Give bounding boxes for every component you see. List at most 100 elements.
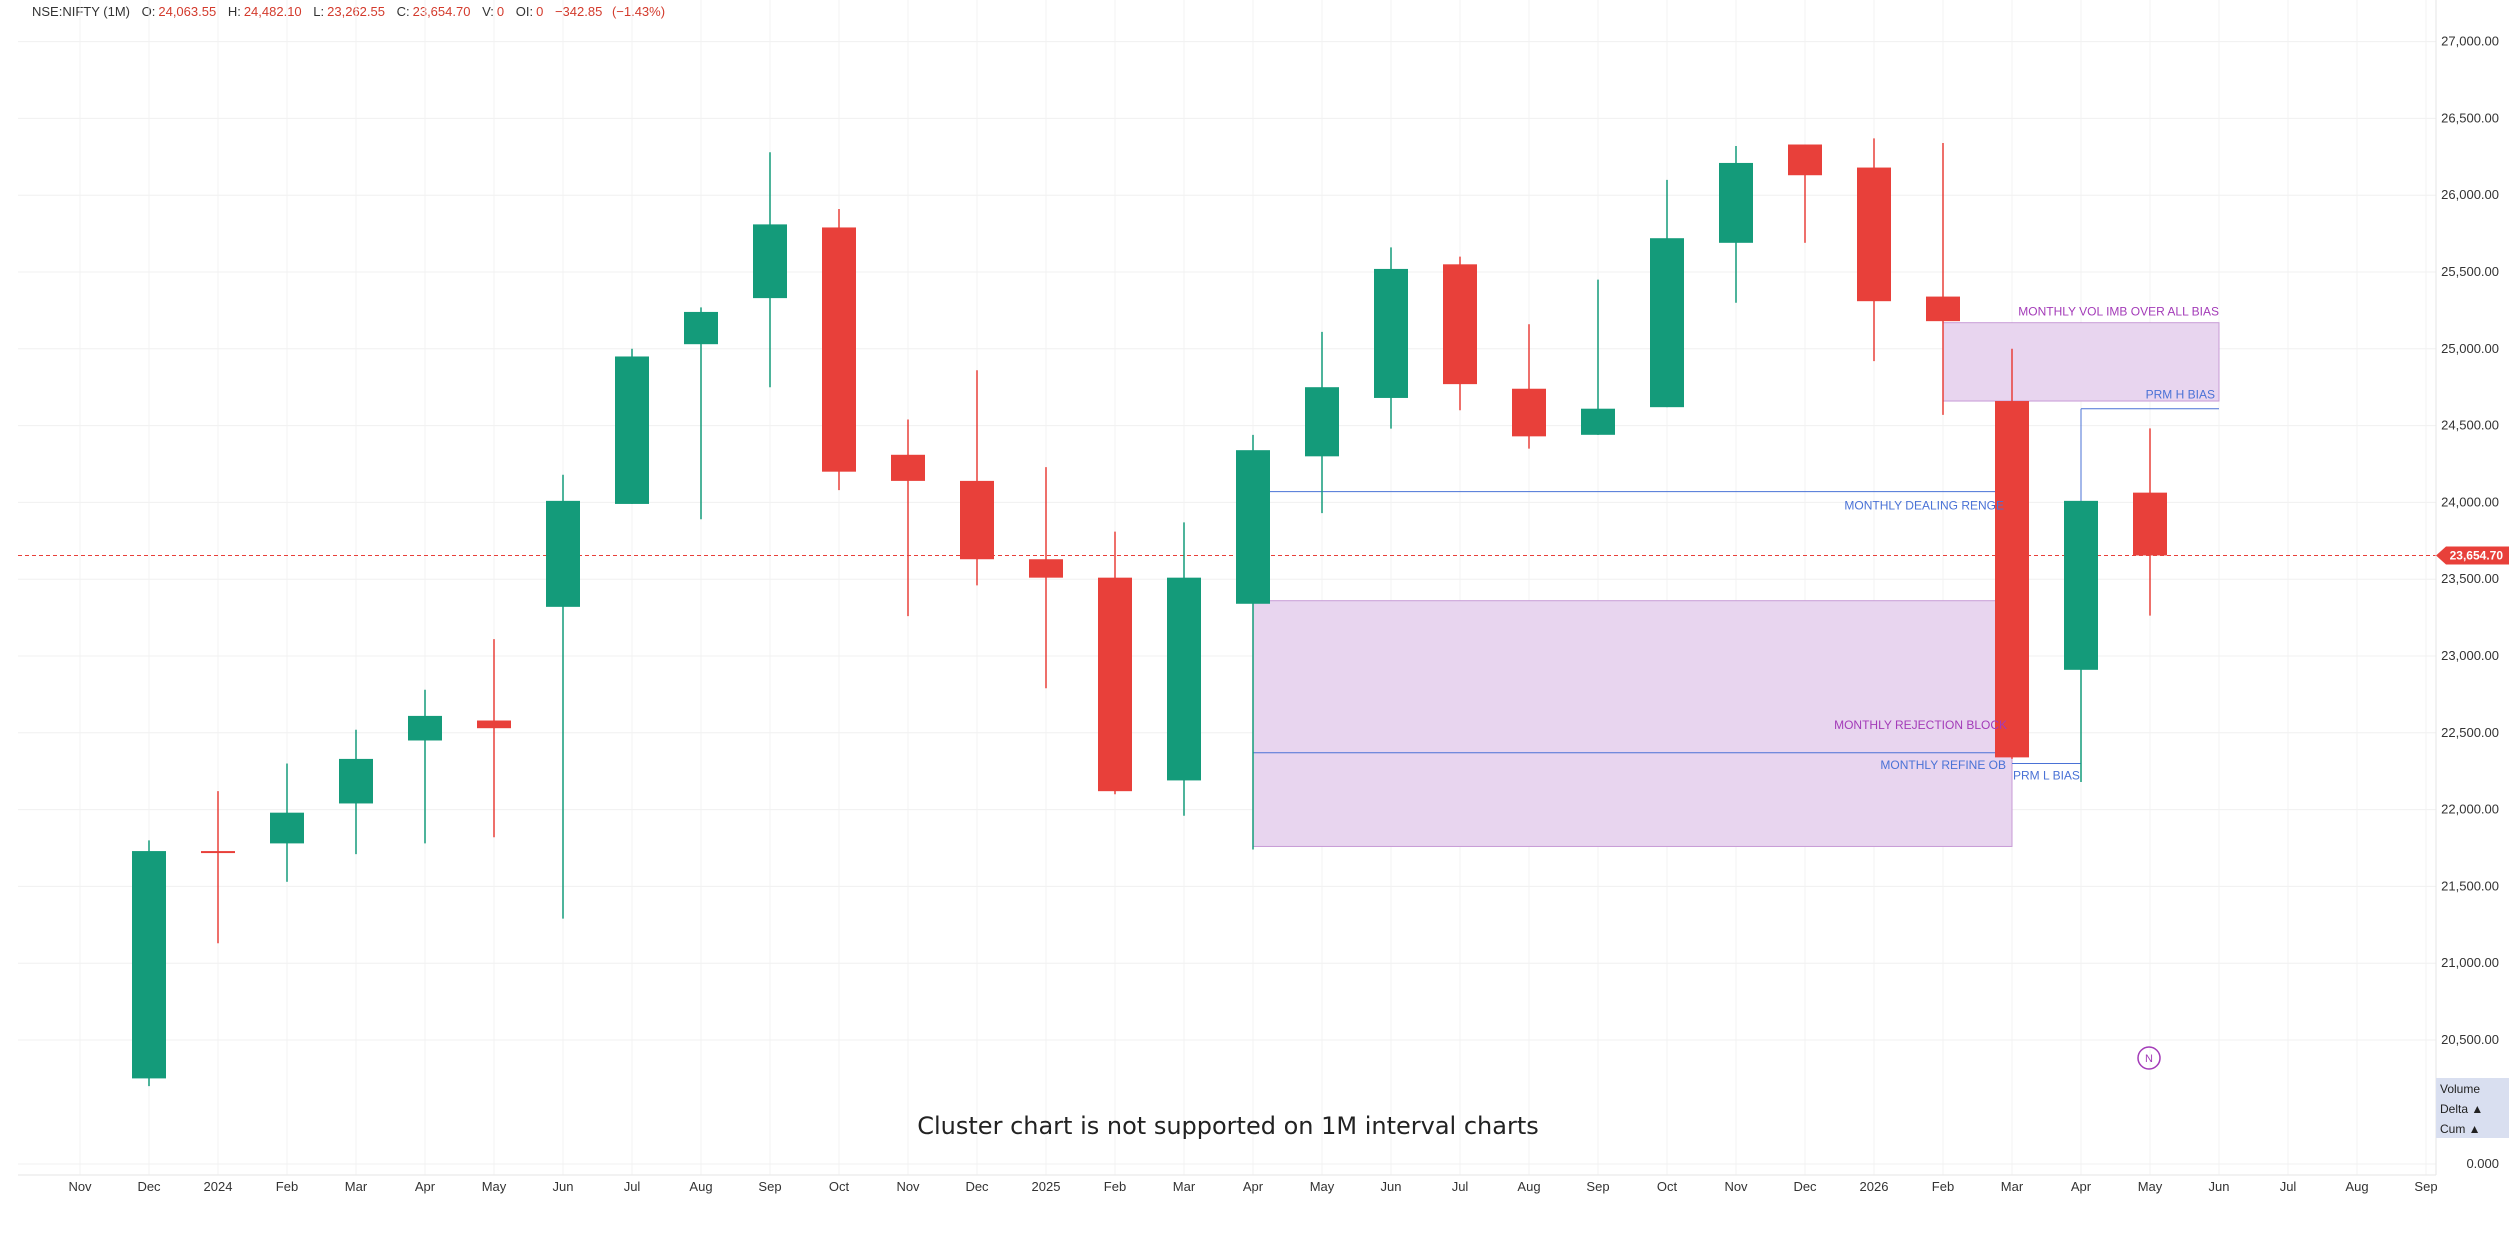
x-tick-label: Dec bbox=[965, 1179, 989, 1194]
zone-rect bbox=[1942, 322, 2220, 402]
x-tick-label: Nov bbox=[68, 1179, 92, 1194]
y-tick-label: 24,000.00 bbox=[2441, 494, 2499, 509]
y-tick-label: 23,500.00 bbox=[2441, 571, 2499, 586]
x-tick-label: Mar bbox=[1173, 1179, 1196, 1194]
candle-body bbox=[270, 812, 304, 844]
candle-body bbox=[1098, 577, 1132, 792]
y-tick-label: 23,000.00 bbox=[2441, 648, 2499, 663]
y-tick-label: 22,000.00 bbox=[2441, 802, 2499, 817]
candle-body bbox=[1512, 388, 1546, 437]
x-tick-label: Oct bbox=[829, 1179, 850, 1194]
x-tick-label: Jun bbox=[553, 1179, 574, 1194]
x-tick-label: Nov bbox=[896, 1179, 920, 1194]
candle-body bbox=[1305, 387, 1339, 457]
price-axis[interactable]: 27,000.00 26,500.00 26,000.00 25,500.00 25,0… bbox=[2435, 0, 2509, 1175]
candle-body bbox=[339, 758, 373, 804]
candle-body bbox=[1650, 238, 1684, 408]
x-tick-label: Apr bbox=[415, 1179, 436, 1194]
candle-body bbox=[960, 480, 994, 560]
candle-body bbox=[1857, 167, 1891, 302]
x-tick-label: Sep bbox=[1586, 1179, 1609, 1194]
candle-body bbox=[1236, 450, 1270, 604]
candle-body bbox=[2133, 492, 2167, 556]
open-value: 24,063.55 bbox=[158, 4, 217, 19]
candle-body bbox=[2064, 500, 2098, 670]
last-price-tag: 23,654.70 bbox=[2436, 546, 2509, 565]
x-tick-label: Aug bbox=[2345, 1179, 2368, 1194]
x-tick-label: Jul bbox=[624, 1179, 641, 1194]
annotations: MONTHLY VOL IMB OVER ALL BIAS MONTHLY REJ… bbox=[1834, 305, 2219, 783]
x-tick-label: Jun bbox=[2209, 1179, 2230, 1194]
x-tick-label: May bbox=[2138, 1179, 2163, 1194]
level-label: MONTHLY REFINE OB bbox=[1880, 758, 2006, 772]
level-label: PRM H BIAS bbox=[2146, 388, 2215, 402]
x-tick-label: Dec bbox=[137, 1179, 161, 1194]
candle-body bbox=[684, 311, 718, 345]
candles bbox=[132, 138, 2167, 1087]
open-key: O: bbox=[141, 4, 156, 19]
x-tick-label: Jul bbox=[1452, 1179, 1469, 1194]
y-tick-label: 26,500.00 bbox=[2441, 110, 2499, 125]
legend-volume[interactable]: Volume bbox=[2440, 1082, 2480, 1096]
x-tick-label: Aug bbox=[689, 1179, 712, 1194]
last-price-tag-bg bbox=[2436, 546, 2509, 565]
symbol-label[interactable]: NSE:NIFTY (1M) bbox=[32, 4, 130, 19]
zone-label: MONTHLY VOL IMB OVER ALL BIAS bbox=[2018, 305, 2219, 319]
candle-body bbox=[822, 227, 856, 472]
candle-body bbox=[477, 720, 511, 729]
volume-key: V: bbox=[482, 4, 494, 19]
x-tick-label: Apr bbox=[2071, 1179, 2092, 1194]
legend-delta[interactable]: Delta ▲ bbox=[2440, 1102, 2483, 1116]
candle-body bbox=[891, 454, 925, 481]
zone-rect bbox=[1252, 600, 2013, 847]
n-marker-icon[interactable]: N bbox=[2137, 1046, 2161, 1070]
x-tick-label: Sep bbox=[2414, 1179, 2437, 1194]
candle-body bbox=[753, 224, 787, 299]
y-tick-label: 21,000.00 bbox=[2441, 955, 2499, 970]
y-tick-label: 0.000 bbox=[2466, 1156, 2499, 1171]
x-tick-label: Oct bbox=[1657, 1179, 1678, 1194]
x-tick-label: Feb bbox=[1104, 1179, 1126, 1194]
candle-body bbox=[201, 851, 235, 854]
candle-body bbox=[1926, 296, 1960, 322]
x-tick-label: Mar bbox=[2001, 1179, 2024, 1194]
candle-body bbox=[546, 500, 580, 607]
legend-cum[interactable]: Cum ▲ bbox=[2440, 1122, 2481, 1136]
zones bbox=[1252, 322, 2220, 847]
x-tick-label: Aug bbox=[1517, 1179, 1540, 1194]
close-value: 23,654.70 bbox=[412, 4, 471, 19]
legend-box[interactable]: Volume Delta ▲ Cum ▲ bbox=[2436, 1078, 2509, 1138]
x-tick-label: 2026 bbox=[1860, 1179, 1889, 1194]
level-label: PRM L BIAS bbox=[2013, 769, 2080, 783]
last-price-label: 23,654.70 bbox=[2450, 548, 2504, 562]
candle-body bbox=[1167, 577, 1201, 781]
volume-value: 0 bbox=[496, 4, 505, 19]
x-tick-label: Jul bbox=[2280, 1179, 2297, 1194]
x-tick-label: Nov bbox=[1724, 1179, 1748, 1194]
time-axis[interactable]: Nov Dec 2024 Feb Mar Apr May Jun Jul Aug Sep Oct Nov… bbox=[18, 1174, 2438, 1194]
low-key: L: bbox=[313, 4, 325, 19]
y-tick-label: 27,000.00 bbox=[2441, 34, 2499, 49]
y-tick-label: 20,500.00 bbox=[2441, 1032, 2499, 1047]
candle-body bbox=[1581, 408, 1615, 435]
x-tick-label: Mar bbox=[345, 1179, 368, 1194]
level-label: MONTHLY DEALING RENGE bbox=[1844, 499, 2004, 513]
x-tick-label: May bbox=[1310, 1179, 1335, 1194]
zone-label: MONTHLY REJECTION BLOCK bbox=[1834, 718, 2007, 732]
candle-body bbox=[1374, 268, 1408, 398]
y-tick-label: 21,500.00 bbox=[2441, 878, 2499, 893]
chart-header: NSE:NIFTY (1M) O: 24,063.55 H: 24,482.10 L… bbox=[32, 4, 665, 19]
high-key: H: bbox=[227, 4, 241, 19]
x-tick-label: Sep bbox=[758, 1179, 781, 1194]
candle-body bbox=[132, 851, 166, 1079]
change-value: −342.85 bbox=[554, 4, 603, 19]
unsupported-notice: Cluster chart is not supported on 1M int… bbox=[917, 1112, 1539, 1140]
candle-body bbox=[1788, 144, 1822, 176]
y-tick-label: 24,500.00 bbox=[2441, 418, 2499, 433]
x-tick-label: 2024 bbox=[204, 1179, 233, 1194]
candle-body bbox=[1995, 401, 2029, 758]
y-tick-label: 26,000.00 bbox=[2441, 187, 2499, 202]
oi-key: OI: bbox=[515, 4, 534, 19]
x-tick-label: Apr bbox=[1243, 1179, 1264, 1194]
